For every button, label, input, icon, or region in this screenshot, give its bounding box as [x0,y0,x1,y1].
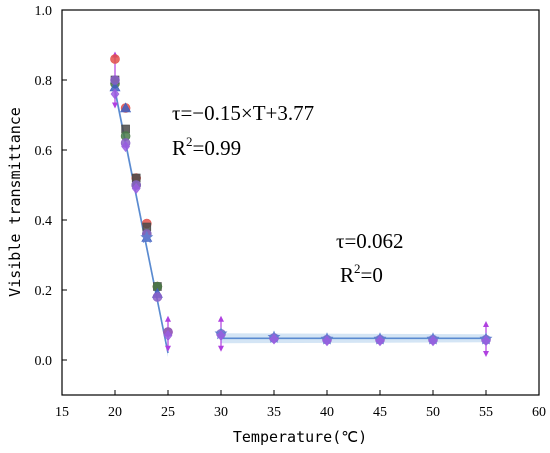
fit-equation-1: τ=−0.15×T+3.77 [172,101,314,125]
x-axis: 15 20 25 30 35 40 45 50 55 60 [55,390,546,420]
y-tick-label: 0.2 [35,284,53,299]
x-tick-label: 25 [161,405,175,420]
x-axis-label: Temperature(℃) [233,428,367,446]
error-bar-cap [483,321,489,327]
data-point [140,230,154,244]
error-bar-cap [483,351,489,357]
y-axis: 0.0 0.2 0.4 0.6 0.8 1.0 [35,4,67,369]
x-tick-label: 35 [267,405,281,420]
data-point [120,102,132,113]
data-point [163,330,173,341]
data-point [110,88,120,100]
x-tick-label: 50 [426,405,440,420]
data-point [375,335,385,347]
fit-equation-2: τ=0.062 [336,229,404,253]
x-tick-label: 55 [479,405,493,420]
data-point [152,292,163,302]
error-bar-cap [165,315,171,322]
y-tick-label: 0.0 [35,354,53,369]
error-bar-cap [165,345,171,352]
error-bar-cap [218,345,224,352]
data-point [131,183,141,194]
y-tick-label: 0.4 [35,214,53,229]
data-point [121,141,130,152]
x-tick-label: 60 [532,405,546,420]
y-tick-label: 0.6 [35,144,53,159]
r-squared-2: R2=0 [340,261,383,287]
data-point [269,333,279,345]
x-tick-label: 20 [108,405,122,420]
x-tick-label: 40 [320,405,334,420]
data-point [322,335,332,347]
y-axis-label: Visible transmittance [6,107,24,297]
error-bar-cap [112,102,118,109]
data-point [428,335,438,347]
data-point [110,75,120,85]
data-point [481,335,491,347]
x-tick-label: 15 [55,405,69,420]
y-tick-label: 1.0 [35,4,53,19]
data-point [216,330,226,341]
y-tick-label: 0.8 [35,74,53,89]
x-tick-label: 45 [373,405,387,420]
x-tick-label: 30 [214,405,228,420]
plot-frame [61,9,540,396]
r-squared-1: R2=0.99 [172,134,241,160]
plot-area [109,51,493,357]
data-point [110,54,120,64]
error-bar-cap [218,315,224,322]
